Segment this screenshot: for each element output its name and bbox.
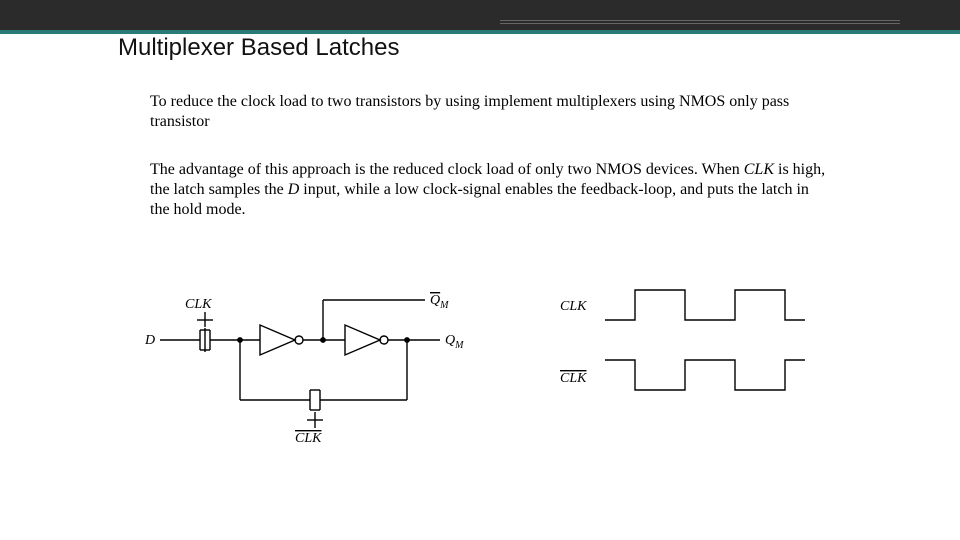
slide-title: Multiplexer Based Latches [118, 34, 399, 62]
wave-label-clk: CLK [560, 299, 587, 314]
para2-part-a: The advantage of this approach is the re… [150, 161, 744, 178]
para2-d: D [288, 181, 300, 198]
para2-clk: CLK [744, 161, 774, 178]
paragraph-1: To reduce the clock load to two transist… [150, 92, 810, 132]
circuit-diagram: D CLK CLK QM QM [145, 270, 485, 450]
paragraph-2: The advantage of this approach is the re… [150, 160, 830, 220]
label-qm: QM [445, 333, 464, 351]
label-clk-top: CLK [185, 297, 212, 312]
header-accent-line [500, 20, 900, 24]
label-qmbar: QM [430, 293, 449, 311]
label-d: D [145, 333, 155, 348]
wave-label-clkbar: CLK [560, 371, 587, 386]
top-bar-dark [0, 0, 960, 30]
timing-diagram: CLK CLK [555, 270, 815, 430]
label-clkbar-bottom: CLK [295, 431, 322, 446]
